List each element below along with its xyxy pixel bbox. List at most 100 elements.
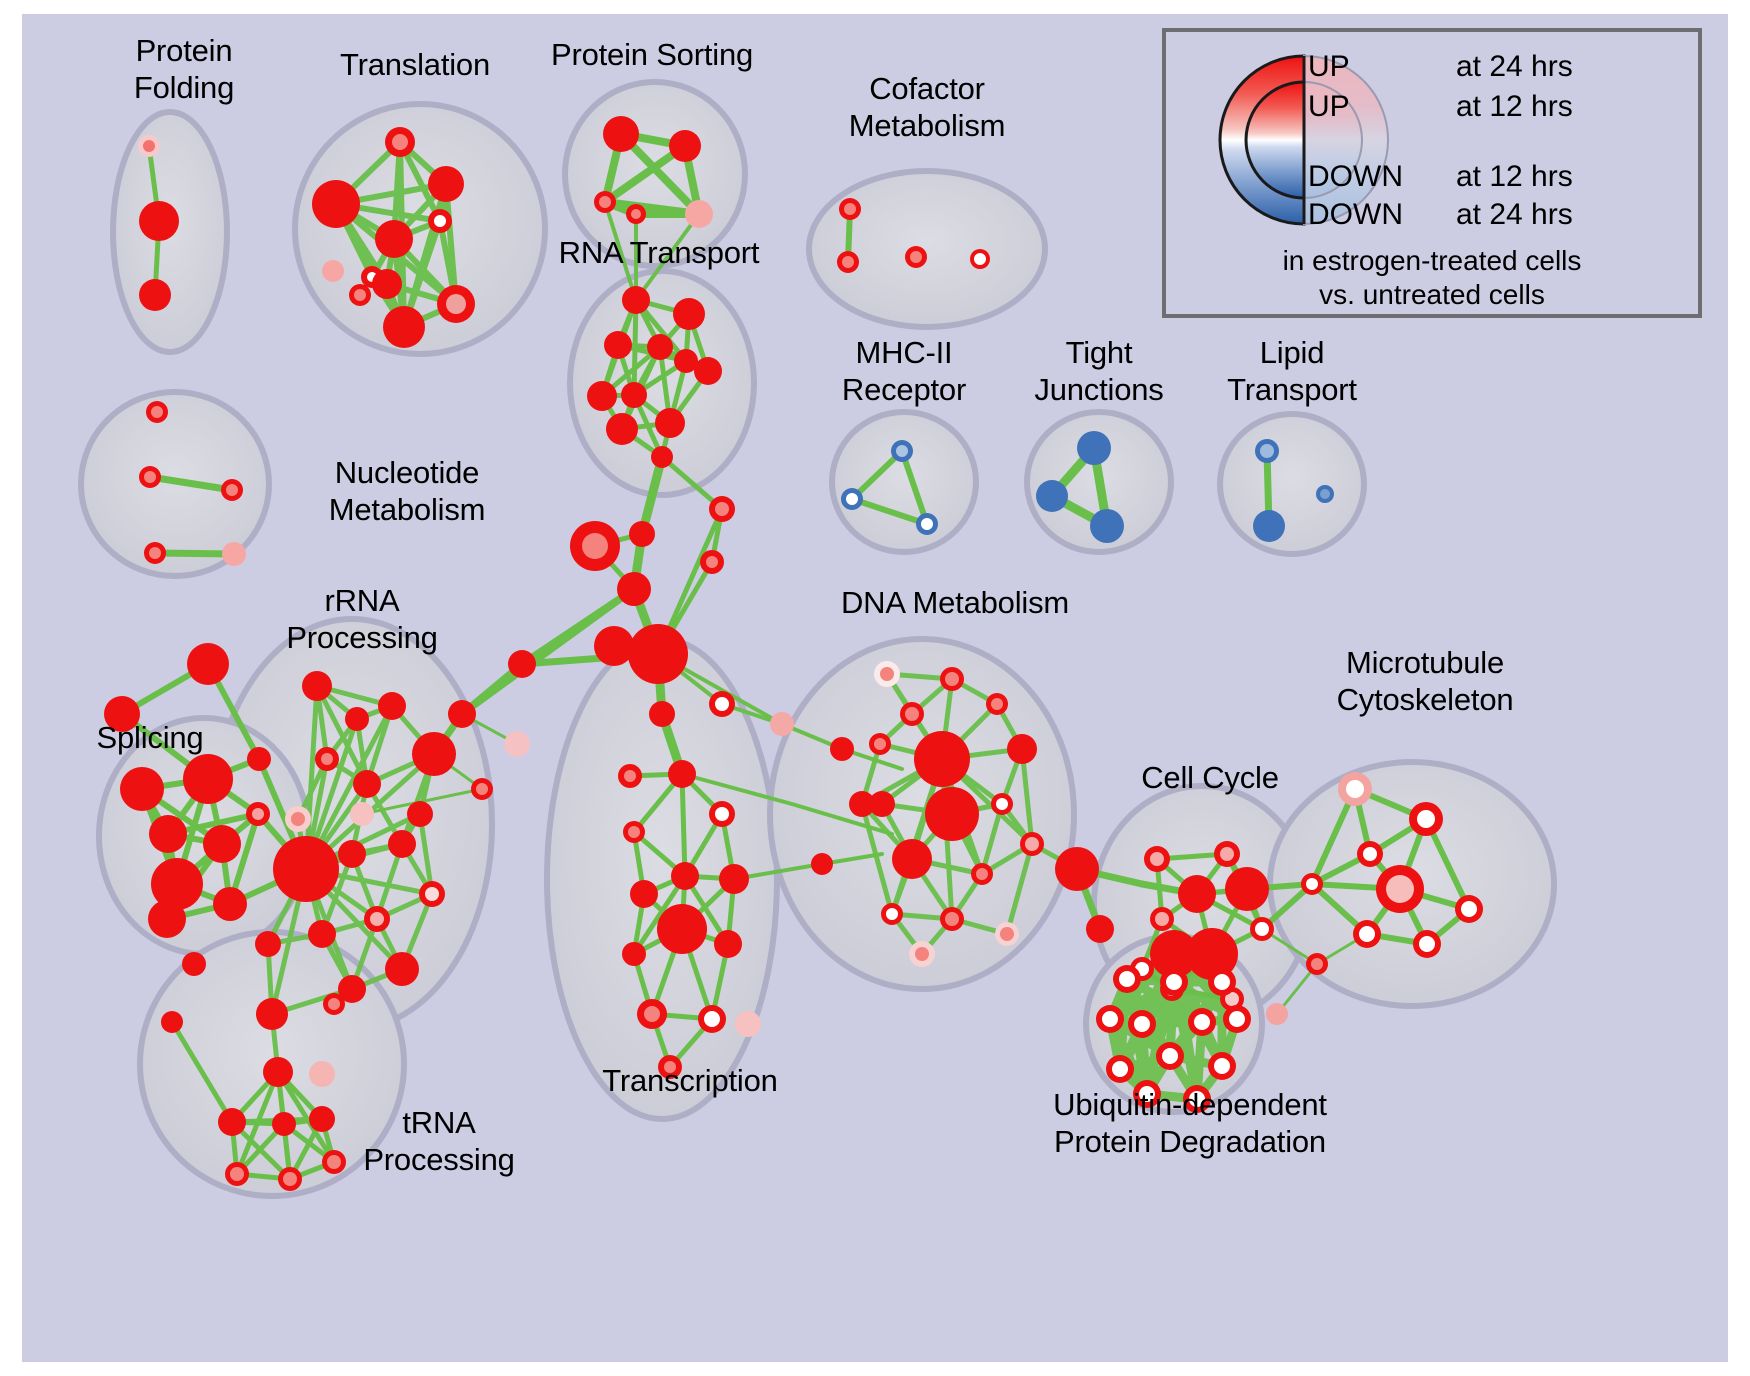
node <box>148 900 186 938</box>
node-inner <box>1363 847 1377 861</box>
node <box>830 737 854 761</box>
network-graph <box>78 79 1557 1199</box>
network-nodes <box>104 116 1483 1191</box>
node-inner <box>880 667 894 681</box>
node <box>657 904 707 954</box>
node-inner <box>842 256 854 268</box>
node <box>1186 928 1238 980</box>
node <box>655 408 685 438</box>
node <box>587 381 617 411</box>
node-inner <box>624 770 636 782</box>
node <box>309 1106 335 1132</box>
node <box>770 712 794 736</box>
node-inner <box>715 807 729 821</box>
node <box>604 331 632 359</box>
hull-lipid <box>1217 411 1367 557</box>
legend-time-up-12: at 12 hrs <box>1456 90 1573 123</box>
node <box>1150 930 1198 978</box>
node <box>350 802 374 826</box>
node <box>151 858 203 910</box>
node-inner <box>446 294 466 314</box>
hull-mhc <box>829 409 979 555</box>
node-inner <box>1189 1091 1205 1107</box>
node-inner <box>328 998 340 1010</box>
node <box>353 770 381 798</box>
node-inner <box>1229 1011 1245 1027</box>
node <box>603 116 639 152</box>
node-inner <box>1220 847 1234 861</box>
node <box>263 1057 293 1087</box>
node <box>338 840 366 868</box>
node <box>504 731 530 757</box>
node <box>139 201 179 241</box>
node <box>892 839 932 879</box>
node-inner <box>886 908 898 920</box>
node <box>383 306 425 348</box>
node-inner <box>1461 901 1477 917</box>
node <box>1086 915 1114 943</box>
node-inner <box>706 556 718 568</box>
legend-up-24-label: UP <box>1308 50 1350 83</box>
node <box>312 180 360 228</box>
node-inner <box>1214 1058 1230 1074</box>
node-inner <box>425 887 439 901</box>
node-inner <box>991 698 1003 710</box>
node <box>673 298 705 330</box>
legend-time-down-12: at 12 hrs <box>1456 160 1573 193</box>
node <box>372 269 402 299</box>
node <box>187 643 229 685</box>
node-inner <box>1320 489 1330 499</box>
node <box>1077 431 1111 465</box>
node <box>630 880 658 908</box>
node-inner <box>905 707 919 721</box>
node-inner <box>945 672 959 686</box>
node <box>849 791 875 817</box>
node <box>669 130 701 162</box>
node <box>606 413 638 445</box>
node-inner <box>1134 1016 1150 1032</box>
legend-down-24-label: DOWN <box>1308 198 1403 231</box>
node <box>149 815 187 853</box>
node <box>182 952 206 976</box>
legend-caption-line1: in estrogen-treated cells <box>1282 245 1582 276</box>
node-inner <box>1119 971 1135 987</box>
node <box>651 446 673 468</box>
node <box>508 650 536 678</box>
node-inner <box>392 134 408 150</box>
node <box>1007 734 1037 764</box>
node <box>735 1011 761 1037</box>
node <box>388 830 416 858</box>
node <box>218 1108 246 1136</box>
node <box>338 975 366 1003</box>
node <box>273 836 339 902</box>
node-inner <box>1155 912 1169 926</box>
node-inner <box>149 547 161 559</box>
node-inner <box>715 697 729 711</box>
node-inner <box>915 947 929 961</box>
node <box>183 754 233 804</box>
node <box>671 862 699 890</box>
node <box>1090 509 1124 543</box>
node <box>621 382 647 408</box>
node <box>309 1061 335 1087</box>
node <box>272 1112 296 1136</box>
node-inner <box>1419 936 1435 952</box>
node <box>1253 510 1285 542</box>
node <box>925 787 979 841</box>
legend-up-12-label: UP <box>1308 90 1350 123</box>
legend-time-down-24: at 24 hrs <box>1456 198 1573 231</box>
node-inner <box>1112 1061 1128 1077</box>
node-inner <box>1311 958 1323 970</box>
node <box>649 701 675 727</box>
node <box>256 998 288 1030</box>
node-inner <box>1000 927 1014 941</box>
node <box>629 521 655 547</box>
node-inner <box>1306 878 1318 890</box>
node-inner <box>1255 922 1269 936</box>
node-inner <box>996 798 1008 810</box>
node-inner <box>976 868 988 880</box>
node <box>385 952 419 986</box>
network-board: Protein Folding Translation Protein Sort… <box>22 14 1728 1362</box>
node <box>322 260 344 282</box>
node-inner <box>1417 810 1435 828</box>
